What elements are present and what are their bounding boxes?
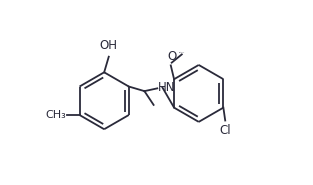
Text: OH: OH <box>100 39 118 52</box>
Text: HN: HN <box>158 81 176 94</box>
Text: CH₃: CH₃ <box>45 110 66 120</box>
Text: methoxy: methoxy <box>179 51 185 53</box>
Text: O: O <box>167 50 176 63</box>
Text: Cl: Cl <box>219 124 231 137</box>
Text: methoxy: methoxy <box>182 50 188 52</box>
